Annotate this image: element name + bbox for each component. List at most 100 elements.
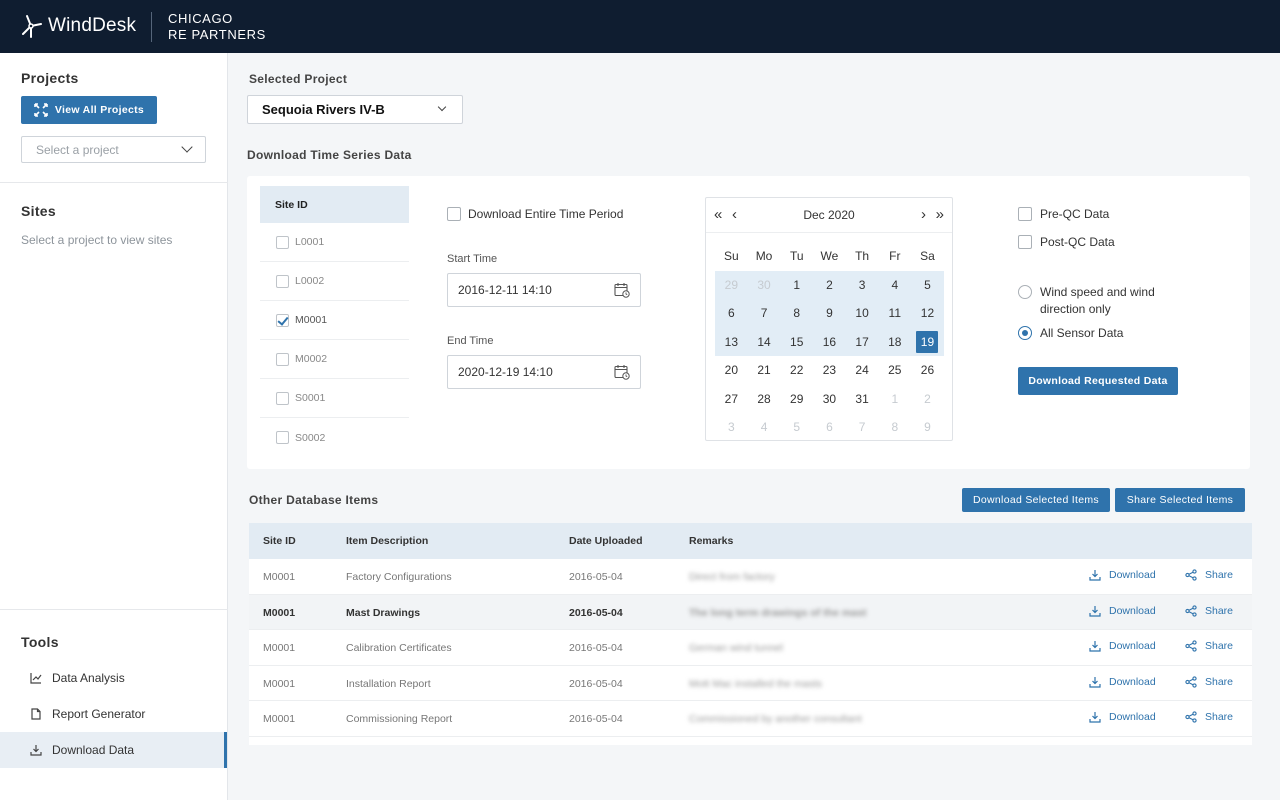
- calendar-day[interactable]: 13: [715, 327, 748, 356]
- row-share-link[interactable]: Share: [1185, 605, 1233, 617]
- brand-logo[interactable]: WindDesk: [20, 14, 136, 38]
- calendar-day[interactable]: 17: [845, 327, 879, 356]
- calendar-day[interactable]: 30: [747, 270, 781, 299]
- calendar-day[interactable]: 2: [911, 385, 944, 414]
- view-all-projects-button[interactable]: View All Projects: [21, 96, 157, 124]
- site-checkbox[interactable]: [276, 313, 289, 327]
- all-sensor-radio[interactable]: [1018, 326, 1032, 340]
- end-time-input[interactable]: 2020-12-19 14:10: [447, 355, 641, 389]
- download-selected-button[interactable]: Download Selected Items: [962, 488, 1110, 512]
- wind-only-option[interactable]: Wind speed and wind direction only: [1018, 284, 1155, 318]
- calendar-day[interactable]: 22: [780, 356, 813, 385]
- prev-year-icon[interactable]: «: [714, 206, 723, 223]
- selected-project-dropdown[interactable]: Sequoia Rivers IV-B: [247, 95, 463, 124]
- tool-download-data[interactable]: Download Data: [0, 732, 227, 768]
- calendar-day[interactable]: 29: [780, 385, 813, 414]
- next-month-icon[interactable]: ›: [921, 206, 926, 223]
- calendar-day[interactable]: 26: [911, 356, 944, 385]
- row-download-link[interactable]: Download: [1089, 569, 1156, 581]
- prev-month-icon[interactable]: ‹: [732, 206, 737, 223]
- calendar-day[interactable]: 14: [747, 327, 781, 356]
- post-qc-option[interactable]: Post-QC Data: [1018, 235, 1115, 249]
- entire-period-checkbox[interactable]: [447, 207, 461, 221]
- row-download-link[interactable]: Download: [1089, 640, 1156, 652]
- calendar-day[interactable]: 9: [911, 413, 944, 442]
- site-row[interactable]: M0002: [260, 340, 409, 379]
- tool-report-generator[interactable]: Report Generator: [0, 696, 227, 732]
- calendar-day[interactable]: 9: [813, 299, 846, 328]
- pre-qc-checkbox[interactable]: [1018, 207, 1032, 221]
- site-checkbox[interactable]: [276, 235, 289, 249]
- table-row[interactable]: M0001 Installation Report 2016-05-04 Mott M…: [249, 666, 1252, 701]
- row-share-link[interactable]: Share: [1185, 676, 1233, 688]
- calendar-day[interactable]: 4: [748, 413, 781, 442]
- calendar-day[interactable]: 4: [878, 270, 912, 299]
- share-selected-button[interactable]: Share Selected Items: [1115, 488, 1245, 512]
- calendar-day[interactable]: 1: [878, 385, 911, 414]
- site-checkbox[interactable]: [276, 391, 289, 405]
- calendar-day[interactable]: 8: [780, 299, 814, 328]
- row-download-link[interactable]: Download: [1089, 605, 1156, 617]
- calendar-day[interactable]: 6: [715, 299, 748, 328]
- site-row[interactable]: S0002: [260, 418, 409, 457]
- site-checkbox[interactable]: [276, 274, 289, 288]
- site-checkbox[interactable]: [276, 352, 289, 366]
- calendar-day[interactable]: 11: [878, 299, 912, 328]
- calendar-day[interactable]: 30: [813, 385, 846, 414]
- calendar-day[interactable]: 8: [878, 413, 911, 442]
- calendar-day[interactable]: 16: [813, 327, 846, 356]
- calendar-day[interactable]: 27: [715, 385, 748, 414]
- table-row[interactable]: M0001 Commissioning Report 2016-05-04 Commi…: [249, 701, 1252, 737]
- row-share-link[interactable]: Share: [1185, 711, 1233, 723]
- post-qc-checkbox[interactable]: [1018, 235, 1032, 249]
- calendar-day-selected[interactable]: 19: [911, 327, 944, 356]
- site-row[interactable]: L0001: [260, 223, 409, 262]
- pre-qc-option[interactable]: Pre-QC Data: [1018, 207, 1109, 221]
- calendar-day[interactable]: 3: [715, 413, 748, 442]
- all-sensor-option[interactable]: All Sensor Data: [1018, 326, 1123, 340]
- calendar-day[interactable]: 5: [911, 270, 944, 299]
- calendar-day[interactable]: 12: [911, 299, 944, 328]
- table-row[interactable]: M0001 Calibration Certificates 2016-05-04 G…: [249, 630, 1252, 666]
- row-download-link[interactable]: Download: [1089, 676, 1156, 688]
- download-requested-button[interactable]: Download Requested Data: [1018, 367, 1178, 395]
- row-download-link[interactable]: Download: [1089, 711, 1156, 723]
- calendar-day[interactable]: 5: [780, 413, 813, 442]
- calendar-day[interactable]: 18: [878, 327, 912, 356]
- calendar-day[interactable]: 3: [845, 270, 879, 299]
- calendar-day[interactable]: 15: [780, 327, 814, 356]
- row-share-link[interactable]: Share: [1185, 640, 1233, 652]
- wind-only-radio[interactable]: [1018, 285, 1032, 299]
- calendar-day[interactable]: 7: [846, 413, 879, 442]
- site-checkbox[interactable]: [276, 431, 289, 444]
- calendar-day[interactable]: 29: [715, 270, 748, 299]
- calendar-day[interactable]: 20: [715, 356, 748, 385]
- header-site-id[interactable]: Site ID: [263, 535, 296, 547]
- calendar-day[interactable]: 31: [846, 385, 879, 414]
- calendar-icon[interactable]: [614, 364, 630, 380]
- table-row[interactable]: M0001 Factory Configurations 2016-05-04 Dir…: [249, 559, 1252, 595]
- start-time-input[interactable]: 2016-12-11 14:10: [447, 273, 641, 307]
- entire-period-option[interactable]: Download Entire Time Period: [447, 207, 623, 221]
- header-item-description[interactable]: Item Description: [346, 535, 429, 547]
- site-row[interactable]: S0001: [260, 379, 409, 418]
- calendar-day[interactable]: 2: [813, 270, 846, 299]
- project-select[interactable]: Select a project: [21, 136, 206, 163]
- calendar-day[interactable]: 25: [878, 356, 911, 385]
- header-date-uploaded[interactable]: Date Uploaded: [569, 535, 643, 547]
- calendar-day[interactable]: 21: [748, 356, 781, 385]
- calendar-day[interactable]: 23: [813, 356, 846, 385]
- header-remarks[interactable]: Remarks: [689, 535, 734, 547]
- calendar-day[interactable]: 6: [813, 413, 846, 442]
- calendar-icon[interactable]: [614, 282, 630, 298]
- calendar-day[interactable]: 10: [845, 299, 879, 328]
- site-row[interactable]: L0002: [260, 262, 409, 301]
- calendar-day[interactable]: 28: [748, 385, 781, 414]
- calendar-day[interactable]: 7: [747, 299, 781, 328]
- next-year-icon[interactable]: »: [935, 206, 944, 223]
- calendar-day[interactable]: 1: [780, 270, 814, 299]
- tool-data-analysis[interactable]: Data Analysis: [0, 660, 227, 696]
- table-row[interactable]: M0001 Mast Drawings 2016-05-04 The long ter…: [249, 594, 1252, 630]
- calendar-day[interactable]: 24: [846, 356, 879, 385]
- row-share-link[interactable]: Share: [1185, 569, 1233, 581]
